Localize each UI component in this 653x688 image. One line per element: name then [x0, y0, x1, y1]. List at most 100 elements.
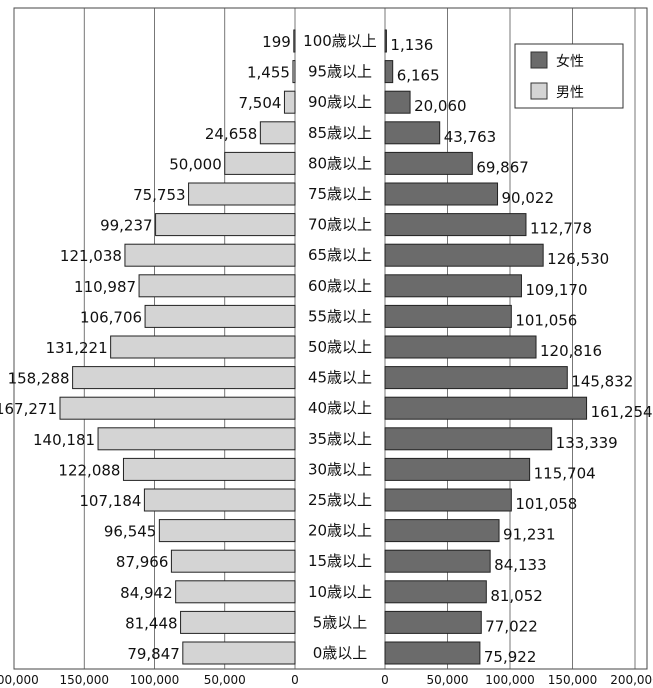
bar-male: [144, 304, 296, 328]
bars-group: [59, 29, 588, 665]
bar-female: [384, 366, 568, 390]
age-label: 55歳以上: [308, 307, 372, 325]
value-label-female: 84,133: [494, 556, 547, 574]
bar-male: [124, 243, 296, 267]
value-label-female: 120,816: [540, 342, 602, 360]
value-label-male: 87,966: [116, 553, 169, 571]
bar-male: [170, 549, 296, 573]
legend-label-female: 女性: [556, 53, 584, 70]
value-label-female: 91,231: [503, 526, 556, 544]
x-tick-label-left: 150,000: [59, 673, 109, 687]
bar-female: [384, 121, 441, 145]
value-label-male: 75,753: [133, 186, 186, 204]
age-label: 60歳以上: [308, 277, 372, 295]
bar-male: [292, 60, 296, 84]
value-label-female: 75,922: [484, 648, 536, 666]
value-label-male: 81,448: [125, 614, 178, 632]
x-tick-label-right: 150,000: [548, 673, 598, 687]
value-label-male: 106,706: [80, 308, 142, 326]
bar-male: [293, 29, 296, 53]
bar-male: [59, 396, 296, 420]
age-label: 25歳以上: [308, 491, 372, 509]
value-label-female: 43,763: [444, 128, 497, 146]
bar-male: [182, 641, 296, 665]
x-tick-label-right: 200,000: [610, 673, 653, 687]
value-label-male: 199: [262, 33, 291, 51]
bar-male: [110, 335, 296, 359]
value-label-female: 1,136: [390, 36, 433, 54]
x-tick-label-right: 50,000: [427, 673, 469, 687]
bar-female: [384, 610, 482, 634]
value-label-male: 99,237: [100, 217, 153, 235]
age-label: 75歳以上: [308, 185, 372, 203]
bar-male: [97, 427, 296, 451]
value-label-female: 20,060: [414, 97, 467, 115]
value-label-male: 140,181: [33, 431, 95, 449]
age-labels: 0歳以上 5歳以上 10歳以上 15歳以上 20歳以上 25歳以上 30歳以上 35歳以上 40…: [303, 32, 377, 662]
age-label: 5歳以上: [313, 613, 368, 631]
legend-label-male: 男性: [556, 85, 584, 101]
value-label-female: 145,832: [571, 373, 633, 391]
age-label: 20歳以上: [308, 522, 372, 540]
bar-female: [384, 457, 531, 481]
value-label-male: 121,038: [60, 247, 122, 265]
value-label-male: 110,987: [74, 278, 136, 296]
age-label: 80歳以上: [308, 154, 372, 172]
bar-female: [384, 519, 500, 543]
bar-male: [143, 488, 296, 512]
value-label-female: 77,022: [485, 617, 537, 635]
age-label: 15歳以上: [308, 552, 372, 570]
bar-female: [384, 243, 544, 267]
value-label-female: 69,867: [476, 158, 529, 176]
value-label-female: 133,339: [556, 434, 618, 452]
value-label-male: 167,271: [0, 400, 57, 418]
age-label: 50歳以上: [308, 338, 372, 356]
value-label-female: 6,165: [397, 67, 440, 85]
value-label-male: 122,088: [58, 461, 120, 479]
value-label-female: 101,058: [515, 495, 577, 513]
bar-female: [384, 90, 411, 114]
bar-male: [180, 610, 296, 634]
age-label: 45歳以上: [308, 369, 372, 387]
bar-male: [224, 151, 296, 175]
value-label-male: 1,455: [247, 64, 290, 82]
value-label-female: 126,530: [547, 250, 609, 268]
bar-female: [384, 60, 394, 84]
value-label-male: 158,288: [8, 370, 70, 388]
value-label-female: 112,778: [530, 220, 592, 238]
bar-female: [384, 427, 553, 451]
x-tick-label-left: 200,000: [0, 673, 39, 687]
value-label-female: 109,170: [525, 281, 587, 299]
bar-male: [259, 121, 296, 145]
bar-male: [155, 213, 296, 237]
bar-female: [384, 304, 512, 328]
bar-male: [72, 366, 296, 390]
age-label: 90歳以上: [308, 93, 372, 111]
value-label-female: 90,022: [502, 189, 554, 207]
value-label-male: 79,847: [127, 645, 180, 663]
legend-swatch-female: [530, 51, 548, 69]
bar-female: [384, 396, 588, 420]
age-label: 30歳以上: [308, 460, 372, 478]
age-label: 70歳以上: [308, 216, 372, 234]
bar-female: [384, 641, 481, 665]
bar-male: [158, 519, 296, 543]
x-tick-label-right: 100,000: [485, 673, 535, 687]
value-label-male: 131,221: [46, 339, 108, 357]
bar-male: [138, 274, 296, 298]
value-labels: 79,847 75,922 81,448 77,022 84,942 81,052 87,9…: [0, 33, 653, 666]
age-label: 40歳以上: [308, 399, 372, 417]
value-label-male: 24,658: [205, 125, 258, 143]
bar-female: [384, 29, 387, 53]
value-label-male: 7,504: [239, 94, 282, 112]
x-tick-label-right: 0: [381, 673, 389, 687]
x-tick-label-left: 100,000: [130, 673, 180, 687]
bar-female: [384, 580, 487, 604]
bar-female: [384, 488, 512, 512]
age-label: 85歳以上: [308, 124, 372, 142]
x-tick-label-left: 50,000: [204, 673, 246, 687]
value-label-female: 161,254: [591, 403, 653, 421]
age-label: 10歳以上: [308, 583, 372, 601]
legend-swatch-male: [530, 82, 548, 100]
